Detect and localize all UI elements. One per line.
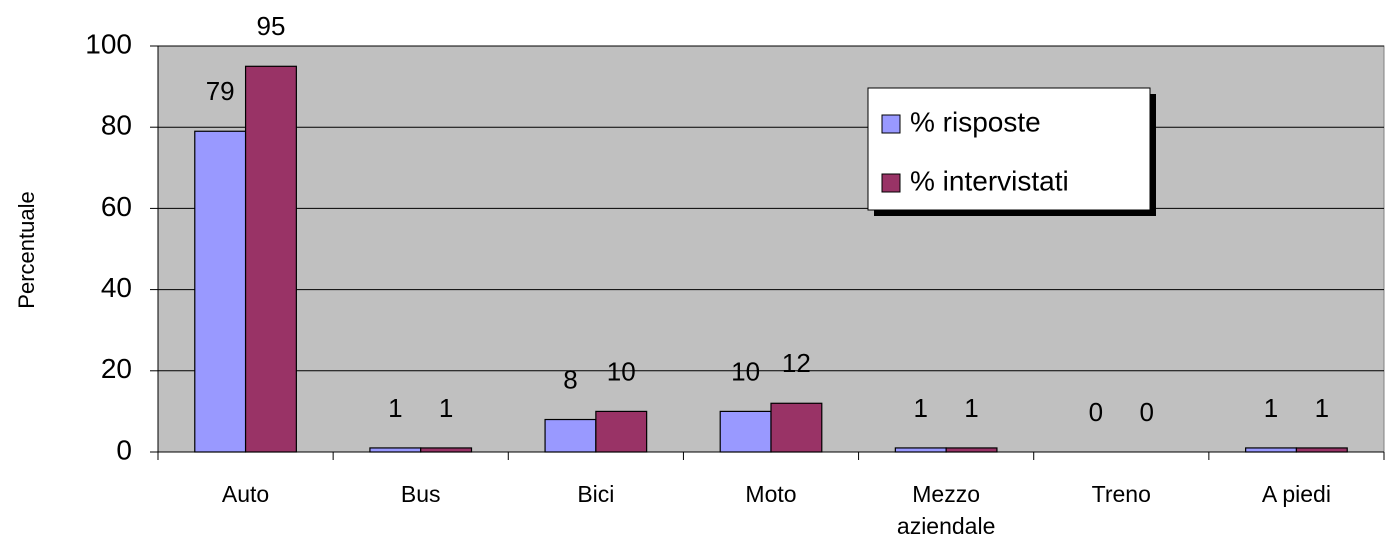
legend-box — [867, 87, 1151, 211]
data-label: 95 — [257, 11, 286, 41]
x-tick-label: Bus — [400, 481, 441, 507]
data-label: 0 — [1139, 397, 1153, 427]
legend-label: % intervistati — [910, 165, 1069, 196]
plot-area — [157, 45, 1385, 453]
x-tick-label: Bici — [577, 481, 615, 507]
legend: % risposte % intervistati — [867, 87, 1156, 216]
y-tick-label: 80 — [101, 110, 132, 141]
legend-swatch — [881, 173, 901, 193]
bar — [945, 447, 998, 453]
y-axis-label: Percentuale — [14, 191, 39, 308]
data-label: 1 — [1315, 393, 1329, 423]
bar — [244, 65, 297, 453]
data-label: 1 — [1264, 393, 1278, 423]
data-label: 0 — [1089, 397, 1103, 427]
bar — [1245, 447, 1298, 453]
y-tick-label: 60 — [101, 191, 132, 222]
y-tick-label: 100 — [85, 28, 132, 59]
data-label: 1 — [964, 393, 978, 423]
x-tick-label: Auto — [221, 481, 270, 507]
bar — [1295, 447, 1348, 453]
bar — [544, 418, 597, 453]
bar — [369, 447, 422, 453]
data-label: 79 — [206, 76, 235, 106]
data-label: 12 — [782, 348, 811, 378]
y-tick-label: 20 — [101, 353, 132, 384]
data-label: 10 — [607, 356, 636, 386]
x-tick-label: Moto — [745, 481, 797, 507]
data-label: 1 — [439, 393, 453, 423]
x-tick-label: Treno — [1091, 481, 1151, 507]
data-label: 1 — [914, 393, 928, 423]
data-label: 10 — [731, 356, 760, 386]
bar — [595, 410, 648, 453]
bar — [420, 447, 473, 453]
data-label: 8 — [563, 364, 577, 394]
x-tick-label: Mezzo aziendale — [896, 481, 996, 539]
bar — [719, 410, 772, 453]
bar — [770, 402, 823, 453]
y-tick-label: 40 — [101, 272, 132, 303]
bar — [894, 447, 947, 453]
x-tick-label: A piedi — [1261, 481, 1331, 507]
bar — [194, 130, 247, 453]
legend-label: % risposte — [910, 106, 1041, 137]
data-label: 1 — [388, 393, 402, 423]
y-tick-label: 0 — [116, 434, 132, 465]
legend-swatch — [881, 114, 901, 134]
